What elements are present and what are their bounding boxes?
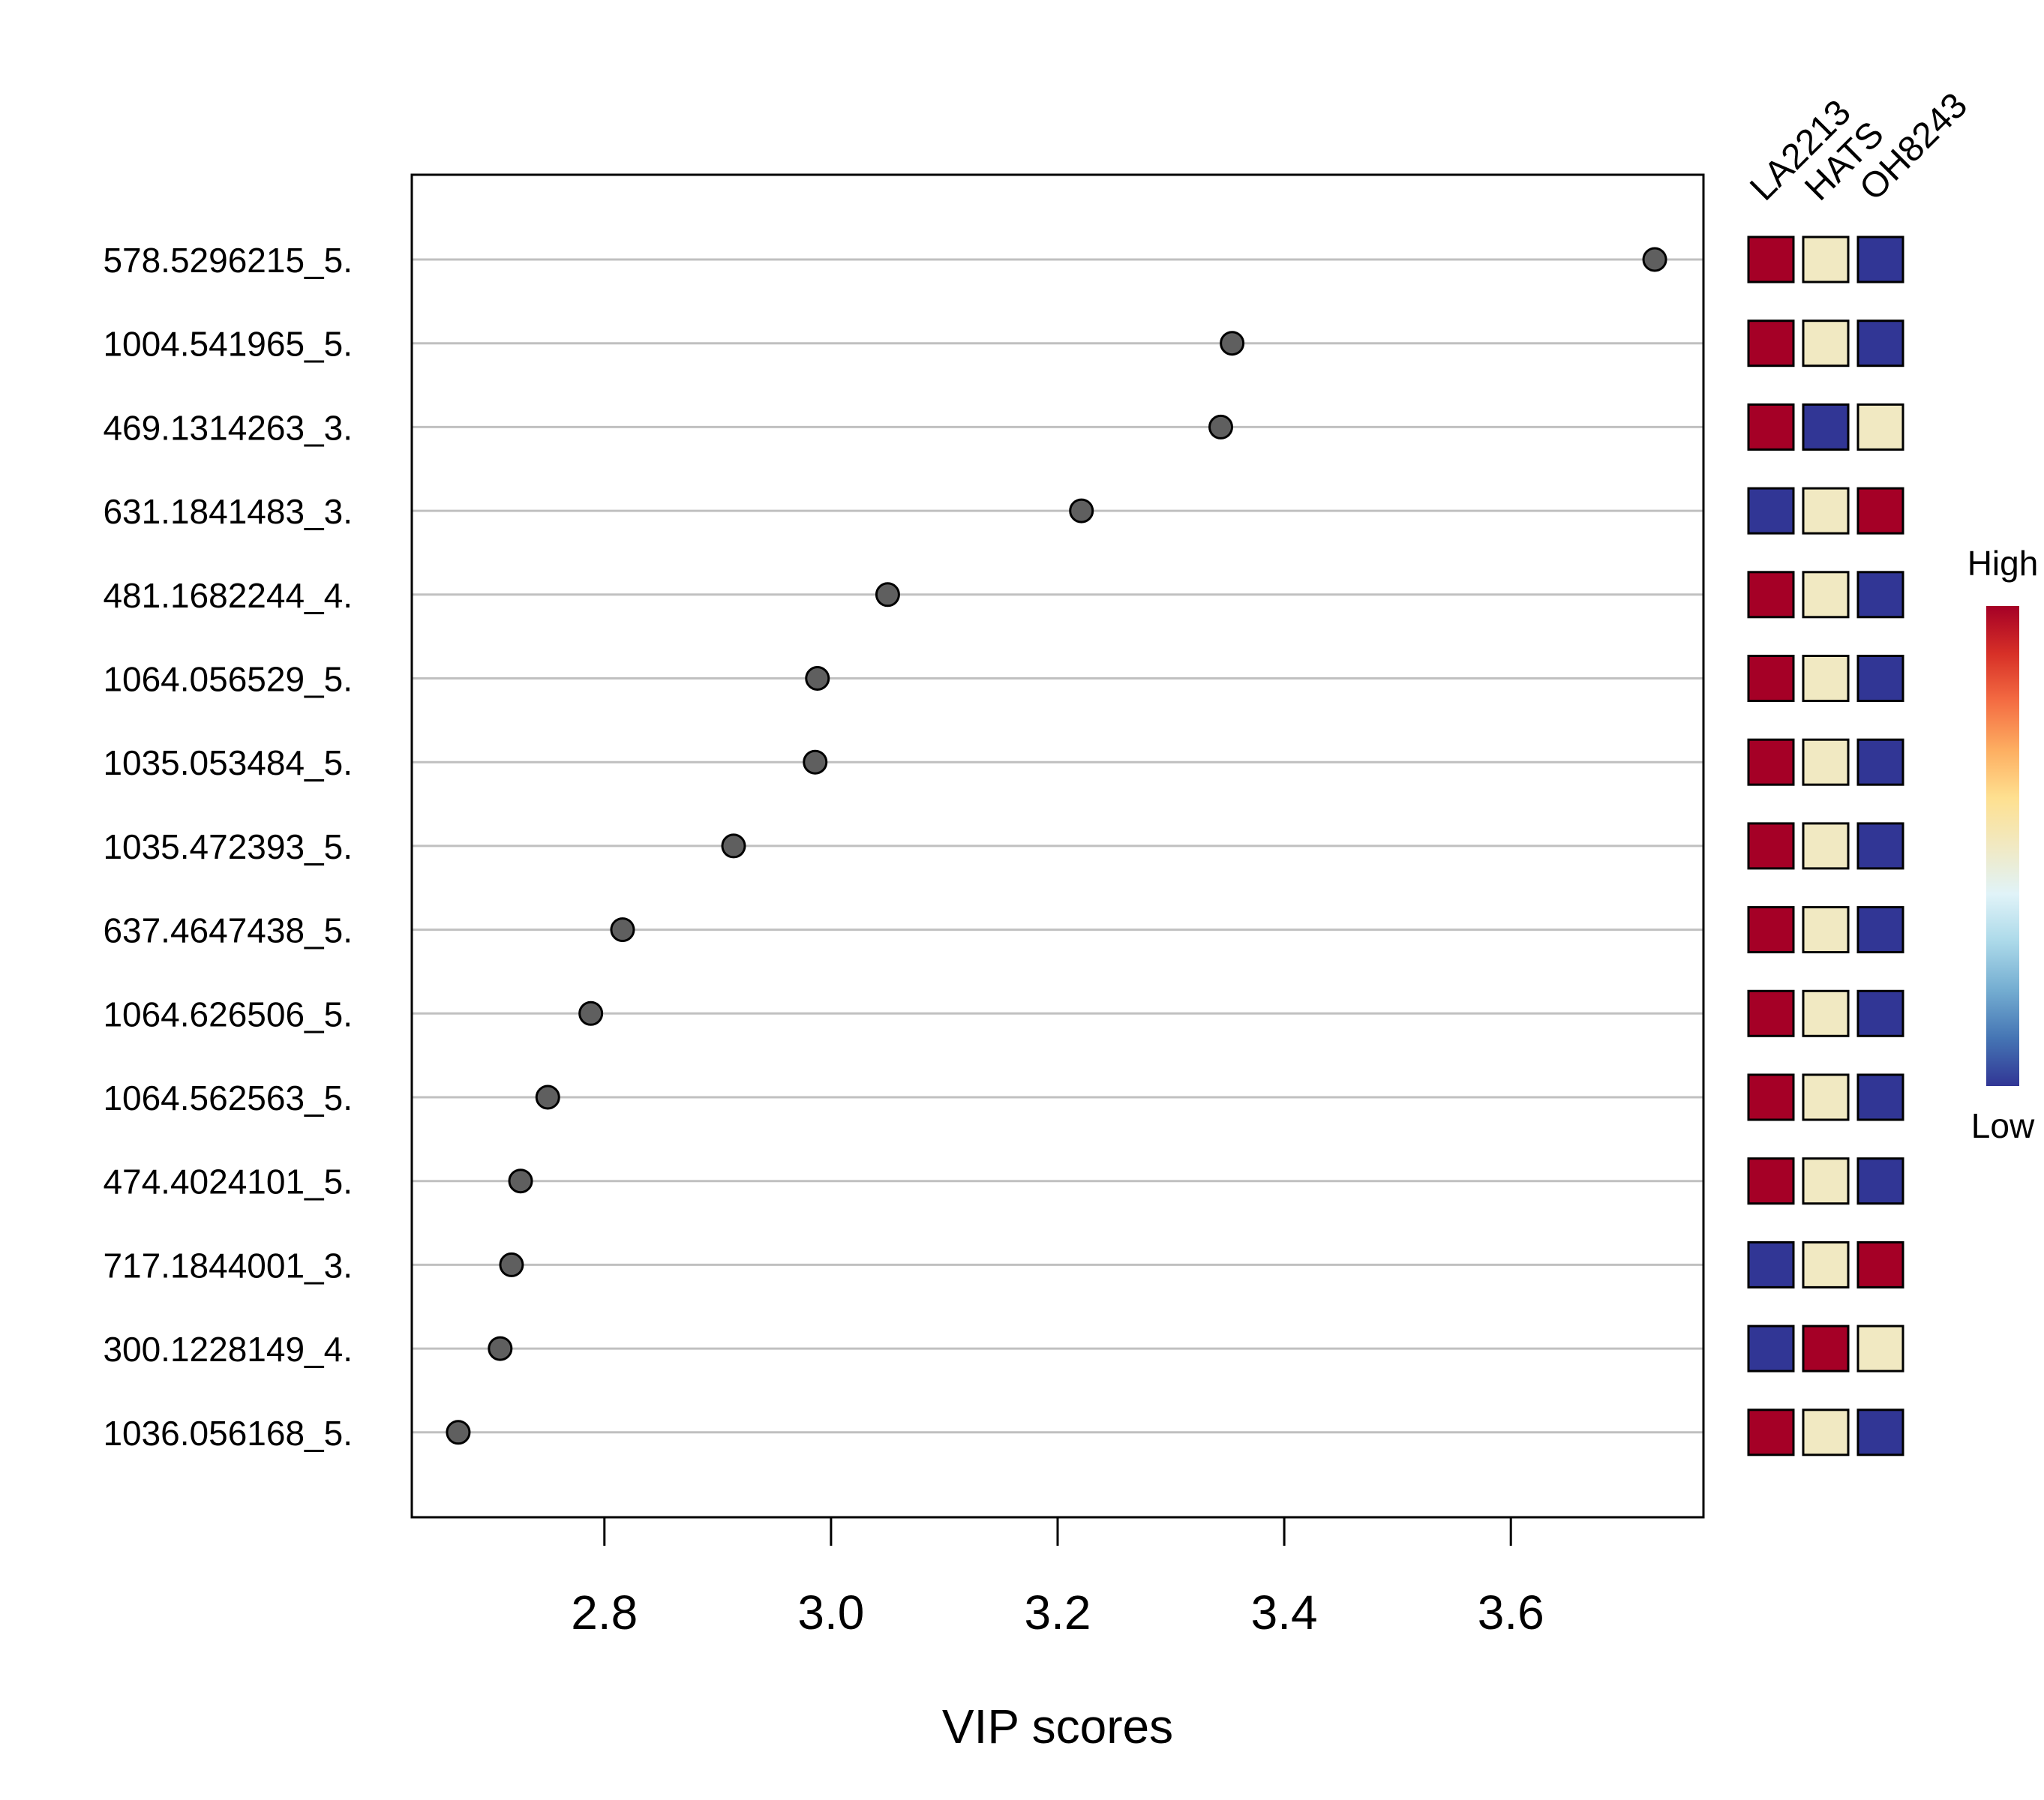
vip-point: [499, 1252, 524, 1277]
heatmap-cell: [1856, 1324, 1904, 1372]
heatmap-cell: [1856, 403, 1904, 451]
heatmap-cell: [1802, 655, 1850, 702]
x-axis: 2.8 3.0 3.2 3.4 3.6: [571, 1517, 1544, 1640]
feature-label: 717.1844001_3.: [103, 1246, 353, 1285]
heatmap-cell: [1856, 989, 1904, 1037]
feature-label: 1064.056529_5.: [103, 660, 353, 699]
legend-color-bar: [1986, 606, 2019, 1086]
heatmap-cell: [1747, 1324, 1795, 1372]
vip-point: [721, 833, 746, 859]
feature-label: 578.5296215_5.: [103, 241, 353, 280]
heatmap-cell: [1856, 1240, 1904, 1288]
feature-label: 1035.053484_5.: [103, 743, 353, 782]
heatmap-cell: [1802, 738, 1850, 786]
heatmap-cell: [1747, 989, 1795, 1037]
x-tick-label: 3.6: [1478, 1586, 1544, 1640]
vip-point: [578, 1000, 604, 1026]
heatmap-cell: [1802, 906, 1850, 954]
vip-point: [1220, 331, 1245, 356]
heatmap-cell: [1856, 1157, 1904, 1205]
heatmap-cell: [1802, 1324, 1850, 1372]
vip-point: [805, 666, 830, 691]
feature-label: 631.1841483_3.: [103, 492, 353, 531]
x-tick-label: 3.2: [1025, 1586, 1091, 1640]
vip-point: [803, 749, 828, 775]
heatmap-cell: [1802, 571, 1850, 619]
vip-point: [1642, 247, 1667, 272]
vip-point: [488, 1336, 513, 1361]
heatmap-cell: [1856, 487, 1904, 535]
heatmap-cell: [1747, 738, 1795, 786]
heatmap-cell: [1802, 1408, 1850, 1456]
feature-label: 300.1228149_4.: [103, 1330, 353, 1369]
heatmap-cell: [1856, 822, 1904, 870]
heatmap-cell: [1747, 403, 1795, 451]
vip-point: [875, 582, 900, 608]
heatmap-cell: [1802, 236, 1850, 284]
heatmap-cell: [1747, 1408, 1795, 1456]
vip-point: [446, 1420, 471, 1445]
feature-label: 1004.541965_5.: [103, 325, 353, 364]
heatmap-cell: [1856, 236, 1904, 284]
legend-high-label: High: [1967, 544, 2039, 583]
grid-lines: [412, 258, 1703, 1434]
vip-point: [535, 1084, 560, 1110]
feature-label: 1064.562563_5.: [103, 1078, 353, 1118]
feature-label: 637.4647438_5.: [103, 911, 353, 950]
feature-label: 1036.056168_5.: [103, 1414, 353, 1453]
vip-point: [508, 1168, 533, 1194]
heatmap-cell: [1747, 320, 1795, 368]
feature-label: 1064.626506_5.: [103, 994, 353, 1034]
heatmap-cell: [1747, 236, 1795, 284]
x-tick-label: 2.8: [571, 1586, 638, 1640]
legend-low-label: Low: [1971, 1106, 2035, 1145]
heatmap-cell: [1856, 1408, 1904, 1456]
heatmap-cell: [1802, 1240, 1850, 1288]
heatmap-cell: [1802, 487, 1850, 535]
heatmap-cell: [1856, 906, 1904, 954]
feature-label: 1035.472393_5.: [103, 827, 353, 866]
heatmap-cell: [1856, 320, 1904, 368]
heatmap-cell: [1856, 571, 1904, 619]
heatmap-cell: [1747, 571, 1795, 619]
heatmap-cell: [1802, 989, 1850, 1037]
heatmap-cell: [1747, 906, 1795, 954]
feature-label: 481.1682244_4.: [103, 576, 353, 615]
heatmap-cell: [1747, 822, 1795, 870]
heatmap-cell: [1747, 1240, 1795, 1288]
heatmap-cell: [1856, 1073, 1904, 1121]
vip-point: [1069, 498, 1094, 524]
heatmap-cell: [1802, 1073, 1850, 1121]
x-tick-label: 3.4: [1251, 1586, 1318, 1640]
vip-point: [610, 917, 635, 943]
data-points: [446, 247, 1667, 1445]
feature-label: 474.4024101_5.: [103, 1162, 353, 1202]
heatmap-cell: [1747, 655, 1795, 702]
heatmap-cells: [1747, 236, 1904, 1456]
heatmap-cell: [1802, 1157, 1850, 1205]
x-tick-label: 3.0: [797, 1586, 864, 1640]
heatmap-cell: [1856, 655, 1904, 702]
heatmap-cell: [1856, 738, 1904, 786]
heatmap-cell: [1747, 1157, 1795, 1205]
color-legend: High Low: [1967, 544, 2039, 1145]
heatmap-cell: [1747, 487, 1795, 535]
heatmap-cell: [1802, 320, 1850, 368]
x-axis-title: VIP scores: [942, 1700, 1173, 1754]
heatmap-cell: [1802, 403, 1850, 451]
feature-labels: 578.5296215_5. 1004.541965_5. 469.1314263_…: [103, 241, 353, 1453]
vip-point: [1208, 414, 1234, 440]
feature-label: 469.1314263_3.: [103, 408, 353, 447]
heatmap-cell: [1802, 822, 1850, 870]
heatmap-cell: [1747, 1073, 1795, 1121]
